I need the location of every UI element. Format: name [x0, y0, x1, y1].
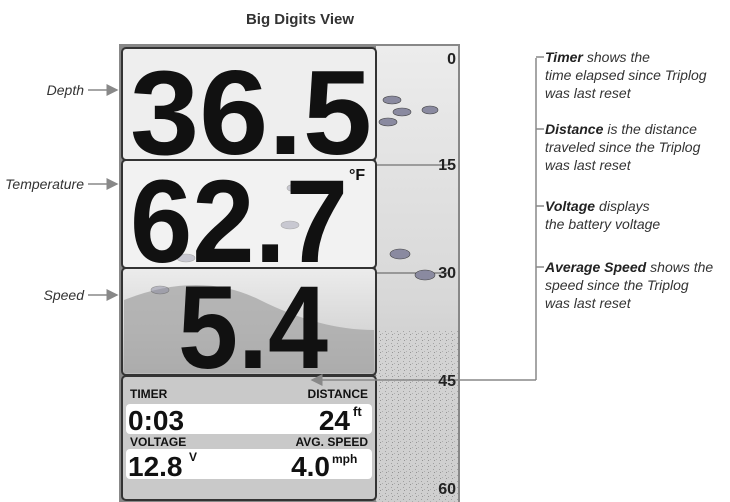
info-unit: ft: [353, 404, 362, 419]
depth-value: 36.5: [130, 46, 372, 180]
info-value: 24: [319, 405, 351, 436]
callout-text: shows the: [587, 49, 650, 65]
callout-term: Voltage: [545, 198, 595, 214]
callout-text: is the distance: [607, 121, 697, 137]
depth-scale-label: 45: [438, 373, 456, 390]
callout-label: Depth: [47, 82, 85, 98]
callout-text: the battery voltage: [545, 216, 660, 232]
callout-text: was last reset: [545, 295, 632, 311]
callout-text: shows the: [650, 259, 713, 275]
info-unit: V: [189, 450, 197, 464]
callout-term: Average Speed: [544, 259, 647, 275]
info-row: [126, 449, 372, 479]
callout-text: was last reset: [545, 85, 632, 101]
callout-label: Temperature: [5, 176, 84, 192]
callout-label: Speed: [44, 287, 86, 303]
callout-text: speed since the Triplog: [545, 277, 689, 293]
sonar-bottom-contour: [124, 285, 374, 373]
info-value: 0:03: [128, 405, 184, 436]
info-row: [126, 404, 372, 434]
sonar-bottom: [376, 330, 458, 502]
depth-scale-label: 30: [438, 265, 456, 282]
fish-icons: [150, 95, 439, 295]
callout-text: displays: [599, 198, 650, 214]
info-label: DISTANCE: [308, 387, 368, 401]
info-value: 12.8: [128, 451, 183, 482]
callout-text: was last reset: [545, 157, 632, 173]
callout-term: Distance: [545, 121, 604, 137]
temperature-value: 62.7: [130, 156, 348, 288]
depth-scale-label: 60: [438, 481, 456, 498]
info-unit: mph: [332, 452, 357, 466]
speed-value: 5.4: [178, 262, 328, 394]
temperature-unit: °F: [349, 167, 365, 184]
depth-scale-label: 15: [438, 157, 456, 174]
info-label: TIMER: [130, 387, 168, 401]
callout-text: traveled since the Triplog: [545, 139, 701, 155]
info-label: VOLTAGE: [130, 435, 186, 449]
info-label: AVG. SPEED: [296, 435, 369, 449]
info-value: 4.0: [291, 451, 330, 482]
callout-term: Timer: [545, 49, 584, 65]
title: Big Digits View: [246, 11, 354, 28]
callout-text: time elapsed since Triplog: [545, 67, 707, 83]
depth-scale-label: 0: [447, 51, 456, 68]
